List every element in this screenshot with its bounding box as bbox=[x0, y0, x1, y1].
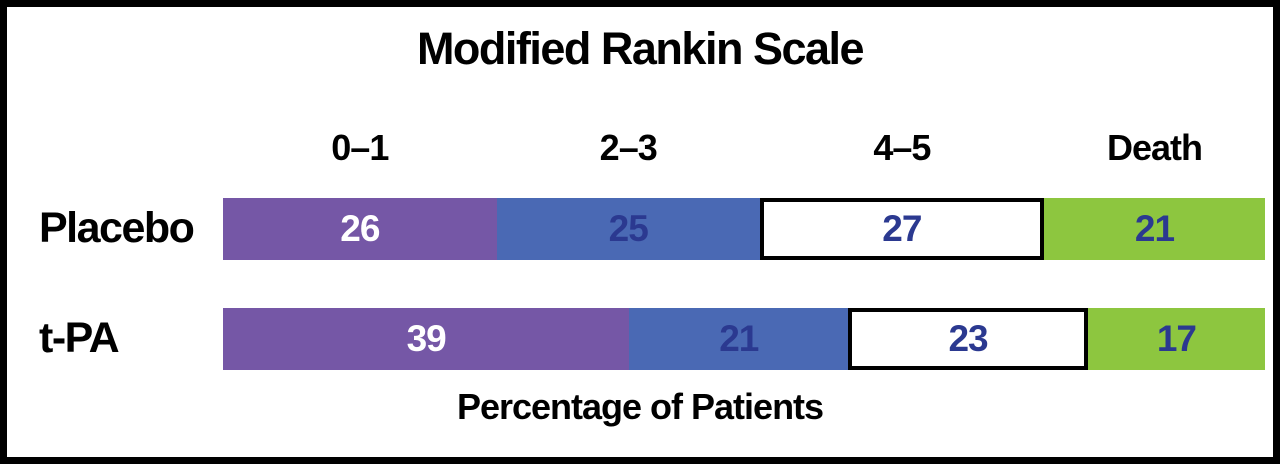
bar-row-Placebo: Placebo 26 25 27 21 bbox=[7, 198, 1273, 260]
bar-segment-Placebo-Death: 21 bbox=[1043, 198, 1265, 260]
bar-segment-t-PA-0–1: 39 bbox=[223, 308, 630, 370]
bar-segment-t-PA-Death: 17 bbox=[1087, 308, 1265, 370]
bar-row-t-PA: t-PA 39 21 23 17 bbox=[7, 308, 1273, 370]
category-label-3: 4–5 bbox=[873, 127, 931, 168]
series-label-t-PA: t-PA bbox=[39, 314, 120, 362]
category-label-2: 2–3 bbox=[599, 127, 658, 168]
bar-segment-t-PA-2–3: 21 bbox=[629, 308, 849, 370]
chart-title: Modified Rankin Scale bbox=[416, 23, 865, 74]
bar-segment-Placebo-2–3: 25 bbox=[496, 198, 760, 260]
category-label-1: 0–1 bbox=[331, 127, 389, 168]
series-label-Placebo: Placebo bbox=[39, 204, 195, 252]
bar-segment-t-PA-4–5: 23 bbox=[848, 308, 1088, 370]
stacked-bar-t-PA: 39 21 23 17 bbox=[223, 308, 1265, 370]
stacked-bar-Placebo: 26 25 27 21 bbox=[223, 198, 1265, 260]
category-label-4: Death bbox=[1106, 127, 1203, 168]
bar-segment-Placebo-0–1: 26 bbox=[223, 198, 497, 260]
category-labels: 0–1 2–3 4–5 Death bbox=[223, 127, 1265, 175]
bar-segment-Placebo-4–5: 27 bbox=[759, 198, 1044, 260]
x-axis-label: Percentage of Patients bbox=[456, 386, 824, 427]
